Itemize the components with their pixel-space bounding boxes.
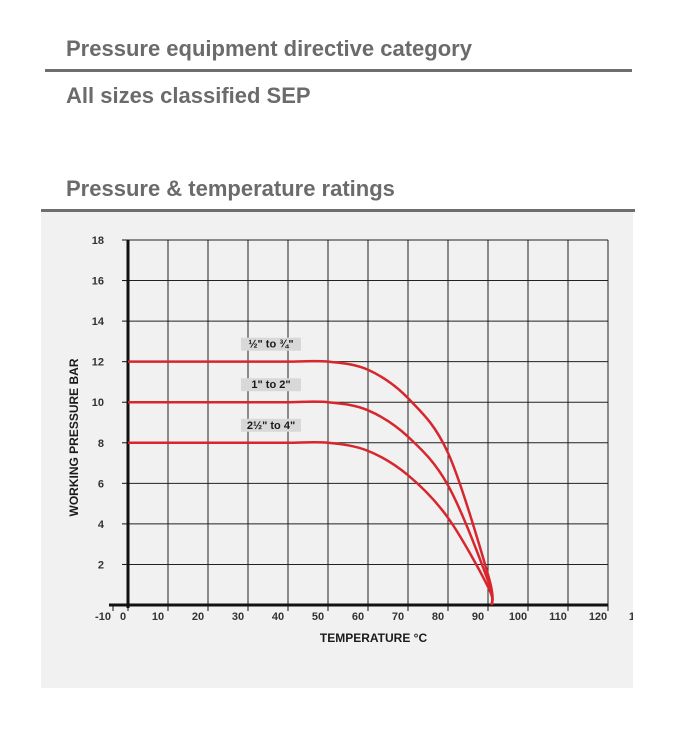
series-line xyxy=(127,359,494,606)
x-tick-label: 60 xyxy=(352,611,364,623)
y-axis-title: WORKING PRESSURE BAR xyxy=(67,358,81,516)
series-label-bg xyxy=(241,418,301,432)
pressure-temperature-chart: 2 4 6 8 10 12 14 16 18 -10 0 10 20 30 40 50 60 70 80 90 100 1… xyxy=(67,235,633,645)
y-tick-label: 8 xyxy=(98,438,104,450)
series-line xyxy=(128,400,494,606)
x-tick-label: 80 xyxy=(432,611,444,623)
x-tick-label: 70 xyxy=(392,611,404,623)
series-label: ½" to ¾" xyxy=(248,339,293,351)
ratings-divider xyxy=(41,209,635,212)
series-label-bg xyxy=(241,337,301,351)
x-tick-label: 10 xyxy=(152,611,164,623)
y-tick-label: 6 xyxy=(98,478,104,490)
y-tick-label: 14 xyxy=(92,316,105,328)
y-tick-label: 10 xyxy=(92,397,104,409)
x-tick-label: 0 xyxy=(120,611,126,623)
x-tick-label: 130 xyxy=(629,611,633,623)
ratings-heading: Pressure & temperature ratings xyxy=(66,176,395,201)
x-tick-label: 110 xyxy=(549,611,567,623)
heading-divider xyxy=(45,69,632,72)
classification-text: All sizes classified SEP xyxy=(66,83,311,108)
y-tick-label: 18 xyxy=(92,235,104,247)
x-tick-label: 100 xyxy=(509,611,527,623)
x-tick-label: -10 xyxy=(95,611,111,623)
series-line xyxy=(128,440,494,606)
x-tick-label: 120 xyxy=(589,611,607,623)
x-axis-title: TEMPERATURE °C xyxy=(320,631,428,645)
ped-category-heading: Pressure equipment directive category xyxy=(66,36,472,61)
chart-panel: 2 4 6 8 10 12 14 16 18 -10 0 10 20 30 40 50 60 70 80 90 100 1… xyxy=(41,212,633,688)
series-label: 1" to 2" xyxy=(251,379,290,391)
y-tick-label: 12 xyxy=(92,357,104,369)
x-tick-label: 20 xyxy=(192,611,204,623)
x-tick-label: 30 xyxy=(232,611,244,623)
x-tick-label: 90 xyxy=(472,611,484,623)
series-label-bg xyxy=(241,378,301,392)
y-tick-label: 2 xyxy=(98,559,104,571)
y-tick-label: 16 xyxy=(92,276,104,288)
x-tick-label: 40 xyxy=(272,611,284,623)
series-label: 2½" to 4" xyxy=(247,420,295,432)
x-tick-label: 50 xyxy=(312,611,324,623)
y-tick-label: 4 xyxy=(98,519,105,531)
